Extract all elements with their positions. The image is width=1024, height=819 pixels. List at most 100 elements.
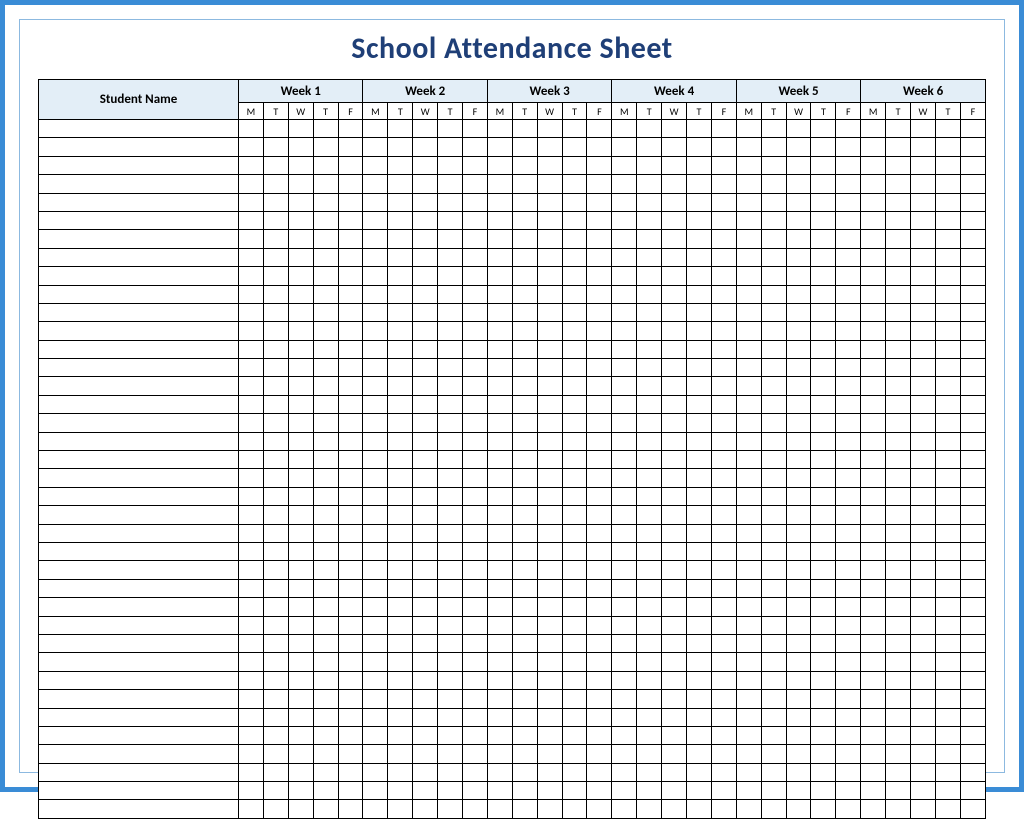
day-header: F <box>836 103 861 120</box>
attendance-cell <box>711 653 736 671</box>
attendance-cell <box>786 193 811 211</box>
attendance-cell <box>487 800 512 818</box>
attendance-cell <box>960 469 985 487</box>
attendance-cell <box>438 653 463 671</box>
attendance-cell <box>811 267 836 285</box>
attendance-cell <box>587 267 612 285</box>
attendance-cell <box>886 561 911 579</box>
attendance-cell <box>687 432 712 450</box>
attendance-cell <box>239 138 264 156</box>
attendance-cell <box>438 634 463 652</box>
attendance-cell <box>911 634 936 652</box>
day-header: W <box>288 103 313 120</box>
attendance-cell <box>861 377 886 395</box>
attendance-cell <box>288 395 313 413</box>
attendance-cell <box>487 469 512 487</box>
student-name-cell <box>39 671 239 689</box>
attendance-cell <box>288 120 313 138</box>
attendance-cell <box>960 782 985 800</box>
attendance-cell <box>263 322 288 340</box>
attendance-cell <box>886 782 911 800</box>
attendance-cell <box>637 322 662 340</box>
attendance-cell <box>911 230 936 248</box>
attendance-cell <box>363 138 388 156</box>
table-row <box>39 579 986 597</box>
attendance-cell <box>313 763 338 781</box>
attendance-cell <box>487 451 512 469</box>
attendance-cell <box>388 763 413 781</box>
attendance-cell <box>861 340 886 358</box>
attendance-cell <box>239 193 264 211</box>
attendance-cell <box>537 542 562 560</box>
attendance-cell <box>935 120 960 138</box>
attendance-cell <box>438 248 463 266</box>
attendance-cell <box>263 745 288 763</box>
attendance-cell <box>861 634 886 652</box>
attendance-cell <box>861 451 886 469</box>
attendance-cell <box>338 175 363 193</box>
attendance-cell <box>662 267 687 285</box>
attendance-cell <box>388 432 413 450</box>
attendance-cell <box>512 432 537 450</box>
attendance-cell <box>438 175 463 193</box>
attendance-cell <box>338 690 363 708</box>
attendance-cell <box>662 211 687 229</box>
attendance-cell <box>612 285 637 303</box>
attendance-cell <box>463 745 488 763</box>
attendance-cell <box>935 211 960 229</box>
attendance-cell <box>911 377 936 395</box>
attendance-cell <box>761 561 786 579</box>
attendance-cell <box>711 156 736 174</box>
attendance-cell <box>861 561 886 579</box>
attendance-cell <box>736 322 761 340</box>
day-header: T <box>512 103 537 120</box>
attendance-cell <box>263 469 288 487</box>
attendance-cell <box>687 800 712 818</box>
attendance-cell <box>413 303 438 321</box>
attendance-cell <box>836 542 861 560</box>
attendance-cell <box>886 285 911 303</box>
attendance-cell <box>239 267 264 285</box>
attendance-cell <box>587 377 612 395</box>
attendance-cell <box>338 414 363 432</box>
attendance-cell <box>413 506 438 524</box>
attendance-cell <box>562 322 587 340</box>
attendance-cell <box>239 395 264 413</box>
attendance-cell <box>537 690 562 708</box>
attendance-cell <box>687 506 712 524</box>
attendance-cell <box>463 377 488 395</box>
attendance-cell <box>537 248 562 266</box>
attendance-cell <box>263 598 288 616</box>
attendance-cell <box>836 726 861 744</box>
attendance-cell <box>761 377 786 395</box>
attendance-cell <box>612 120 637 138</box>
attendance-cell <box>562 451 587 469</box>
week-header: Week 3 <box>487 80 611 103</box>
attendance-cell <box>711 414 736 432</box>
attendance-cell <box>736 598 761 616</box>
attendance-cell <box>463 303 488 321</box>
attendance-cell <box>786 451 811 469</box>
attendance-cell <box>811 138 836 156</box>
attendance-cell <box>487 377 512 395</box>
attendance-cell <box>687 193 712 211</box>
attendance-cell <box>463 708 488 726</box>
attendance-cell <box>687 395 712 413</box>
attendance-cell <box>388 598 413 616</box>
attendance-cell <box>263 395 288 413</box>
attendance-cell <box>438 359 463 377</box>
attendance-cell <box>413 745 438 763</box>
attendance-cell <box>612 690 637 708</box>
attendance-cell <box>239 285 264 303</box>
attendance-cell <box>562 414 587 432</box>
attendance-cell <box>662 745 687 763</box>
attendance-cell <box>960 156 985 174</box>
attendance-cell <box>687 616 712 634</box>
attendance-cell <box>288 524 313 542</box>
attendance-cell <box>736 671 761 689</box>
attendance-cell <box>239 708 264 726</box>
attendance-cell <box>761 579 786 597</box>
day-header: W <box>662 103 687 120</box>
attendance-cell <box>736 616 761 634</box>
attendance-cell <box>761 451 786 469</box>
